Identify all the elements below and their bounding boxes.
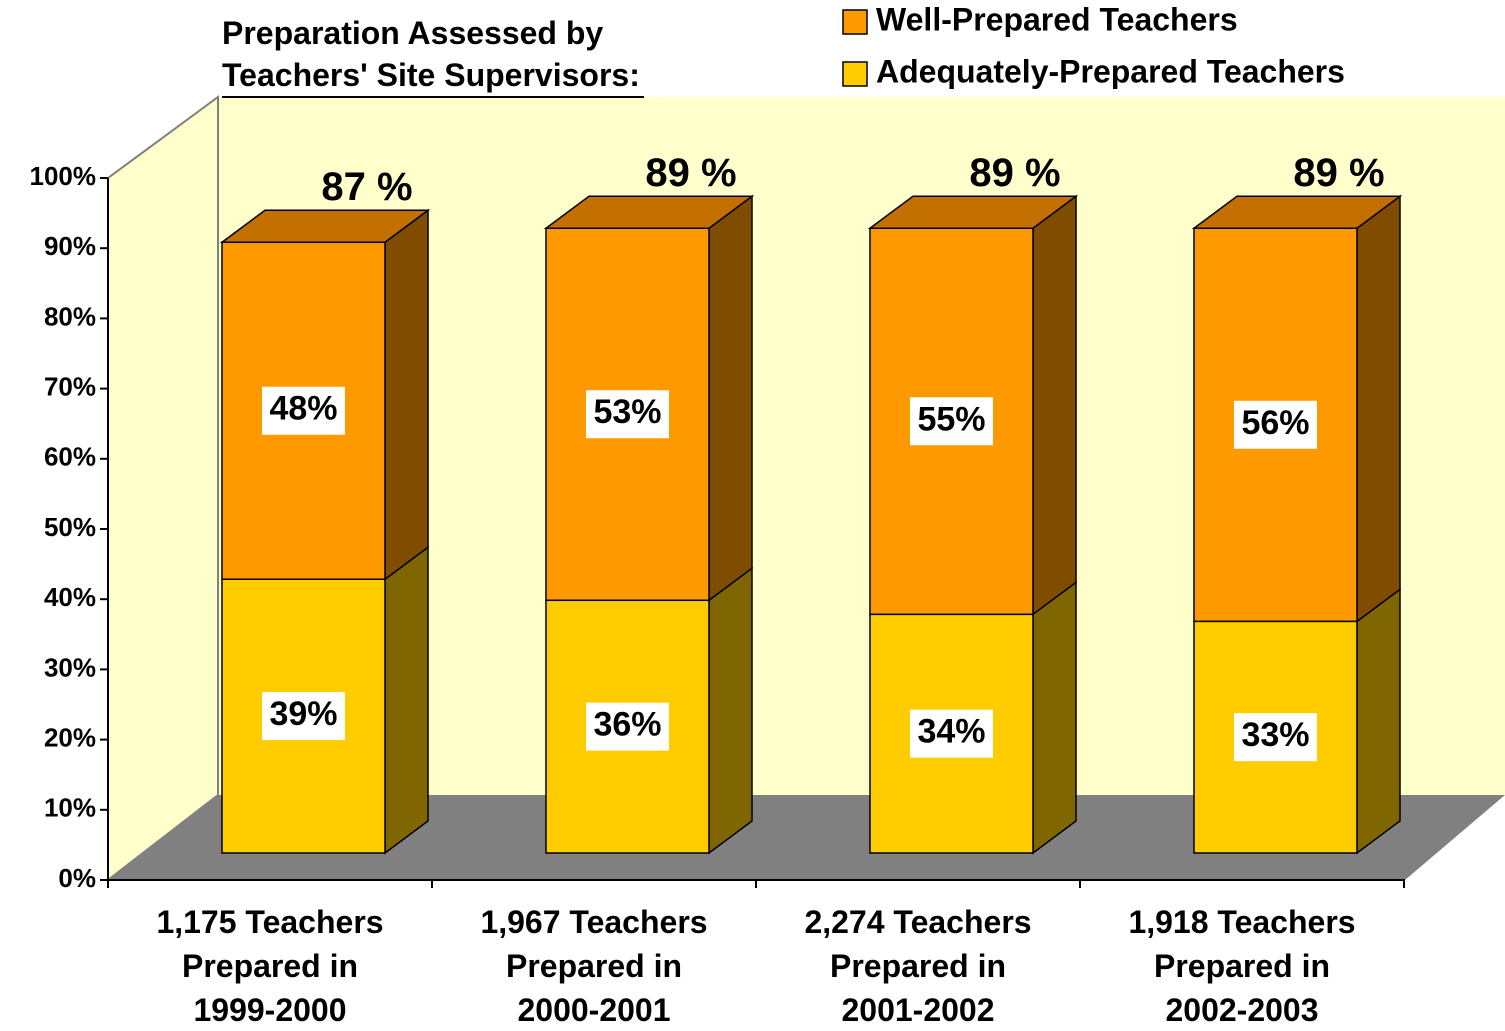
y-tick-label: 70% [44,371,96,401]
bar-side [708,566,753,855]
value-label-box [586,702,669,751]
bar-top [219,209,431,244]
y-tick-label: 0% [58,863,96,893]
value-label-box [262,692,345,741]
value-label-box [910,709,993,758]
bar-top [1191,195,1403,229]
value-label: 34% [917,713,985,751]
value-label-box [1234,400,1317,449]
value-label: 55% [917,400,985,438]
y-tick-label: 60% [44,442,96,472]
y-tick-label: 100% [30,161,97,191]
legend-swatch [842,9,868,35]
bar-side [384,208,429,581]
total-label: 87 % [321,165,412,209]
y-tick-label: 90% [44,231,96,261]
y-tick-label: 50% [44,512,96,542]
value-label: 36% [593,706,661,744]
value-label: 56% [1241,404,1309,442]
x-tick-label: 1,918 Teachers Prepared in 2002-2003 [1128,904,1356,1028]
legend-label: Adequately-Prepared Teachers [876,53,1345,89]
bar-side [1356,194,1401,623]
bar-side [1032,580,1077,855]
bar-side [384,545,429,855]
legend-label: Well-Prepared Teachers [876,1,1238,37]
bar-side [1032,194,1077,616]
total-label: 89 % [1293,151,1384,195]
value-label: 33% [1241,716,1309,754]
x-tick-label: 1,175 Teachers Prepared in 1999-2000 [156,904,384,1028]
x-tick-label: 1,967 Teachers Prepared in 2000-2001 [480,904,708,1028]
bar-side [1356,587,1401,855]
chart-title: Preparation Assessed by Teachers' Site S… [222,12,644,98]
value-label: 53% [593,393,661,431]
y-tick-label: 80% [44,301,96,331]
value-label-box [1234,713,1317,762]
floor [108,795,1505,880]
value-label-box [910,397,993,446]
legend-swatch [842,61,868,87]
total-label: 89 % [969,151,1060,195]
bar-top [867,195,1079,229]
bar-top [543,195,755,229]
left-wall [107,95,219,883]
x-tick-label: 2,274 Teachers Prepared in 2001-2002 [804,904,1032,1028]
value-label-box [262,386,345,435]
y-tick-label: 20% [44,722,96,752]
y-tick-label: 10% [44,793,96,823]
bar-side [708,194,753,602]
value-label: 48% [269,390,337,428]
total-label: 89 % [645,151,736,195]
value-label-box [586,390,669,439]
y-tick-label: 40% [44,582,96,612]
y-tick-label: 30% [44,652,96,682]
value-label: 39% [269,695,337,733]
